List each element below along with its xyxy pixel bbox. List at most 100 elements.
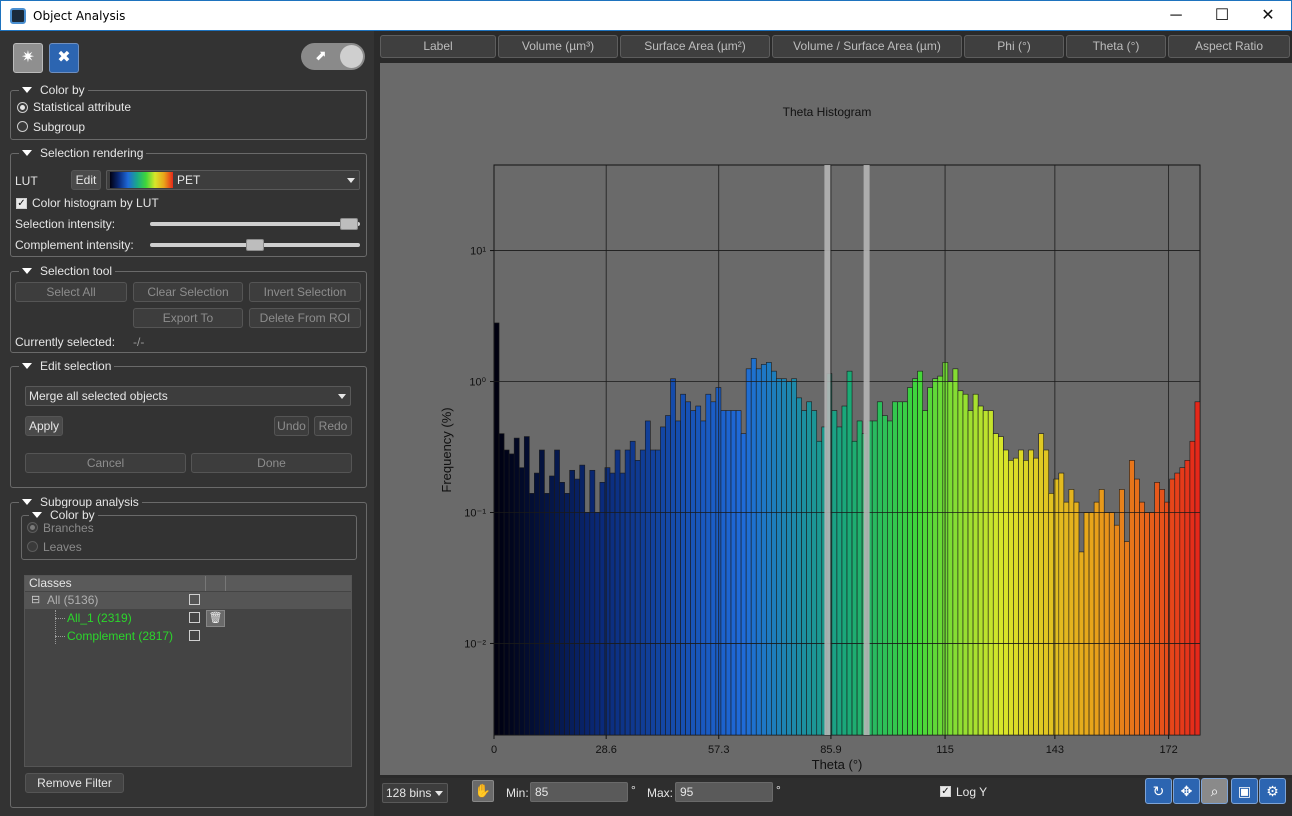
close-button[interactable]: ✕: [1261, 7, 1275, 24]
render-title[interactable]: Selection rendering: [19, 146, 147, 160]
histogram-bar: [650, 449, 656, 736]
tree-row-all[interactable]: ⊟ All (5136): [25, 592, 351, 609]
tree-row-label: All (5136): [47, 593, 99, 607]
histogram-bar: [957, 390, 964, 736]
tab-surface-area-m[interactable]: Surface Area (µm²): [620, 35, 770, 58]
histogram-bar: [1139, 501, 1145, 736]
tab-phi[interactable]: Phi (°): [964, 35, 1064, 58]
save-icon[interactable]: ▣: [1231, 778, 1258, 804]
histogram-bar: [1028, 449, 1034, 736]
histogram-bar: [574, 478, 581, 736]
subgroup-title-text: Subgroup analysis: [40, 495, 139, 509]
lut-colorbar: [110, 172, 173, 188]
lut-edit-button[interactable]: Edit: [71, 170, 101, 190]
tools-icon[interactable]: ✖: [49, 43, 79, 73]
editsel-title[interactable]: Edit selection: [19, 359, 115, 373]
histogram-bar: [997, 436, 1004, 736]
histogram-bar: [665, 415, 671, 736]
colorby-group: [10, 90, 367, 140]
selection-range-marker: [824, 165, 831, 735]
histogram-bar: [786, 381, 792, 736]
histogram-bar: [549, 475, 555, 736]
collapse-minus-icon[interactable]: ⊟: [31, 594, 41, 606]
histogram-bar: [781, 378, 787, 736]
logy-checkbox[interactable]: ✓: [940, 786, 951, 797]
histogram-bar: [569, 469, 575, 736]
min-input[interactable]: 85: [530, 782, 628, 802]
delete-roi-button[interactable]: Delete From ROI: [249, 308, 361, 328]
chart-toggle[interactable]: ⬈: [301, 43, 365, 70]
done-button[interactable]: Done: [191, 453, 352, 473]
tab-theta[interactable]: Theta (°): [1066, 35, 1166, 58]
merge-mode-select[interactable]: Merge all selected objects: [25, 386, 351, 406]
bins-select[interactable]: 128 bins: [382, 783, 448, 803]
editsel-group: [10, 366, 367, 488]
undo-button[interactable]: Undo: [274, 416, 309, 436]
y-tick-label: 10⁻¹: [464, 507, 486, 519]
colorby-title[interactable]: Color by: [19, 83, 88, 97]
tree-row-checkbox[interactable]: [189, 612, 200, 623]
zoom-icon[interactable]: ⌕: [1201, 778, 1228, 804]
histogram-bar: [1003, 449, 1009, 736]
cancel-button[interactable]: Cancel: [25, 453, 186, 473]
histogram-bar: [1134, 478, 1140, 736]
classes-header-label: Classes: [29, 576, 72, 590]
invert-selection-button[interactable]: Invert Selection: [249, 282, 361, 302]
histogram-bar: [962, 393, 969, 736]
tab-label[interactable]: Label: [380, 35, 496, 58]
editsel-title-text: Edit selection: [40, 359, 112, 373]
min-label: Min:: [506, 786, 529, 800]
trash-icon[interactable]: 🗑: [206, 610, 225, 627]
tree-row-checkbox[interactable]: [189, 594, 200, 605]
refresh-icon[interactable]: ↻: [1145, 778, 1172, 804]
select-all-button[interactable]: Select All: [15, 282, 127, 302]
window-title: Object Analysis: [33, 9, 126, 23]
subgroup-title[interactable]: Subgroup analysis: [19, 495, 142, 509]
export-to-button[interactable]: Export To: [133, 308, 243, 328]
apply-button[interactable]: Apply: [25, 416, 63, 436]
tab-aspect-ratio[interactable]: Aspect Ratio: [1168, 35, 1290, 58]
radio-statistical-label: Statistical attribute: [33, 100, 132, 114]
max-input[interactable]: 95: [675, 782, 773, 802]
histogram-bar: [992, 433, 999, 736]
color-hist-checkbox[interactable]: ✓: [16, 198, 27, 209]
histogram-bar: [887, 420, 893, 736]
clear-selection-button[interactable]: Clear Selection: [133, 282, 243, 302]
histogram-bar: [1169, 478, 1176, 736]
radio-leaves[interactable]: [27, 541, 38, 552]
redo-button[interactable]: Redo: [314, 416, 352, 436]
histogram-bar: [836, 426, 843, 736]
chevron-down-icon: [435, 791, 443, 796]
tab-volume-surface-area-m[interactable]: Volume / Surface Area (µm): [772, 35, 962, 58]
sel-intensity-handle[interactable]: [340, 218, 358, 230]
radio-subgroup[interactable]: [17, 121, 28, 132]
subgroup-colorby-title[interactable]: Color by: [29, 508, 98, 522]
seltool-title[interactable]: Selection tool: [19, 264, 116, 278]
lut-label: LUT: [15, 174, 38, 188]
histogram-bar: [720, 410, 727, 736]
magic-wand-icon[interactable]: ✷: [13, 43, 43, 73]
settings-icon[interactable]: ⚙: [1259, 778, 1286, 804]
minimize-button[interactable]: ─: [1170, 7, 1182, 24]
histogram-bar: [776, 378, 782, 736]
histogram-bar: [1088, 512, 1095, 736]
sel-intensity-track[interactable]: [150, 222, 360, 226]
tab-volume-m[interactable]: Volume (µm³): [498, 35, 618, 58]
histogram-bar: [614, 449, 621, 736]
maximize-button[interactable]: ☐: [1214, 7, 1230, 24]
tree-row-all1[interactable]: All_1 (2319) 🗑: [25, 610, 351, 644]
remove-filter-button[interactable]: Remove Filter: [25, 773, 124, 793]
histogram-bar: [897, 401, 903, 736]
histogram-bar: [1149, 512, 1155, 736]
tree-row-complement[interactable]: Complement (2817): [25, 628, 351, 645]
cursor-icon[interactable]: ✋: [472, 780, 494, 802]
histogram-bar: [529, 493, 535, 736]
radio-branches[interactable]: [27, 522, 38, 533]
move-icon[interactable]: ✥: [1173, 778, 1200, 804]
colorby-title-text: Color by: [40, 83, 85, 97]
tree-row-checkbox[interactable]: [189, 630, 200, 641]
comp-intensity-handle[interactable]: [246, 239, 264, 251]
histogram-bar: [735, 410, 742, 736]
collapse-icon: [22, 150, 32, 156]
radio-statistical[interactable]: [17, 102, 28, 113]
